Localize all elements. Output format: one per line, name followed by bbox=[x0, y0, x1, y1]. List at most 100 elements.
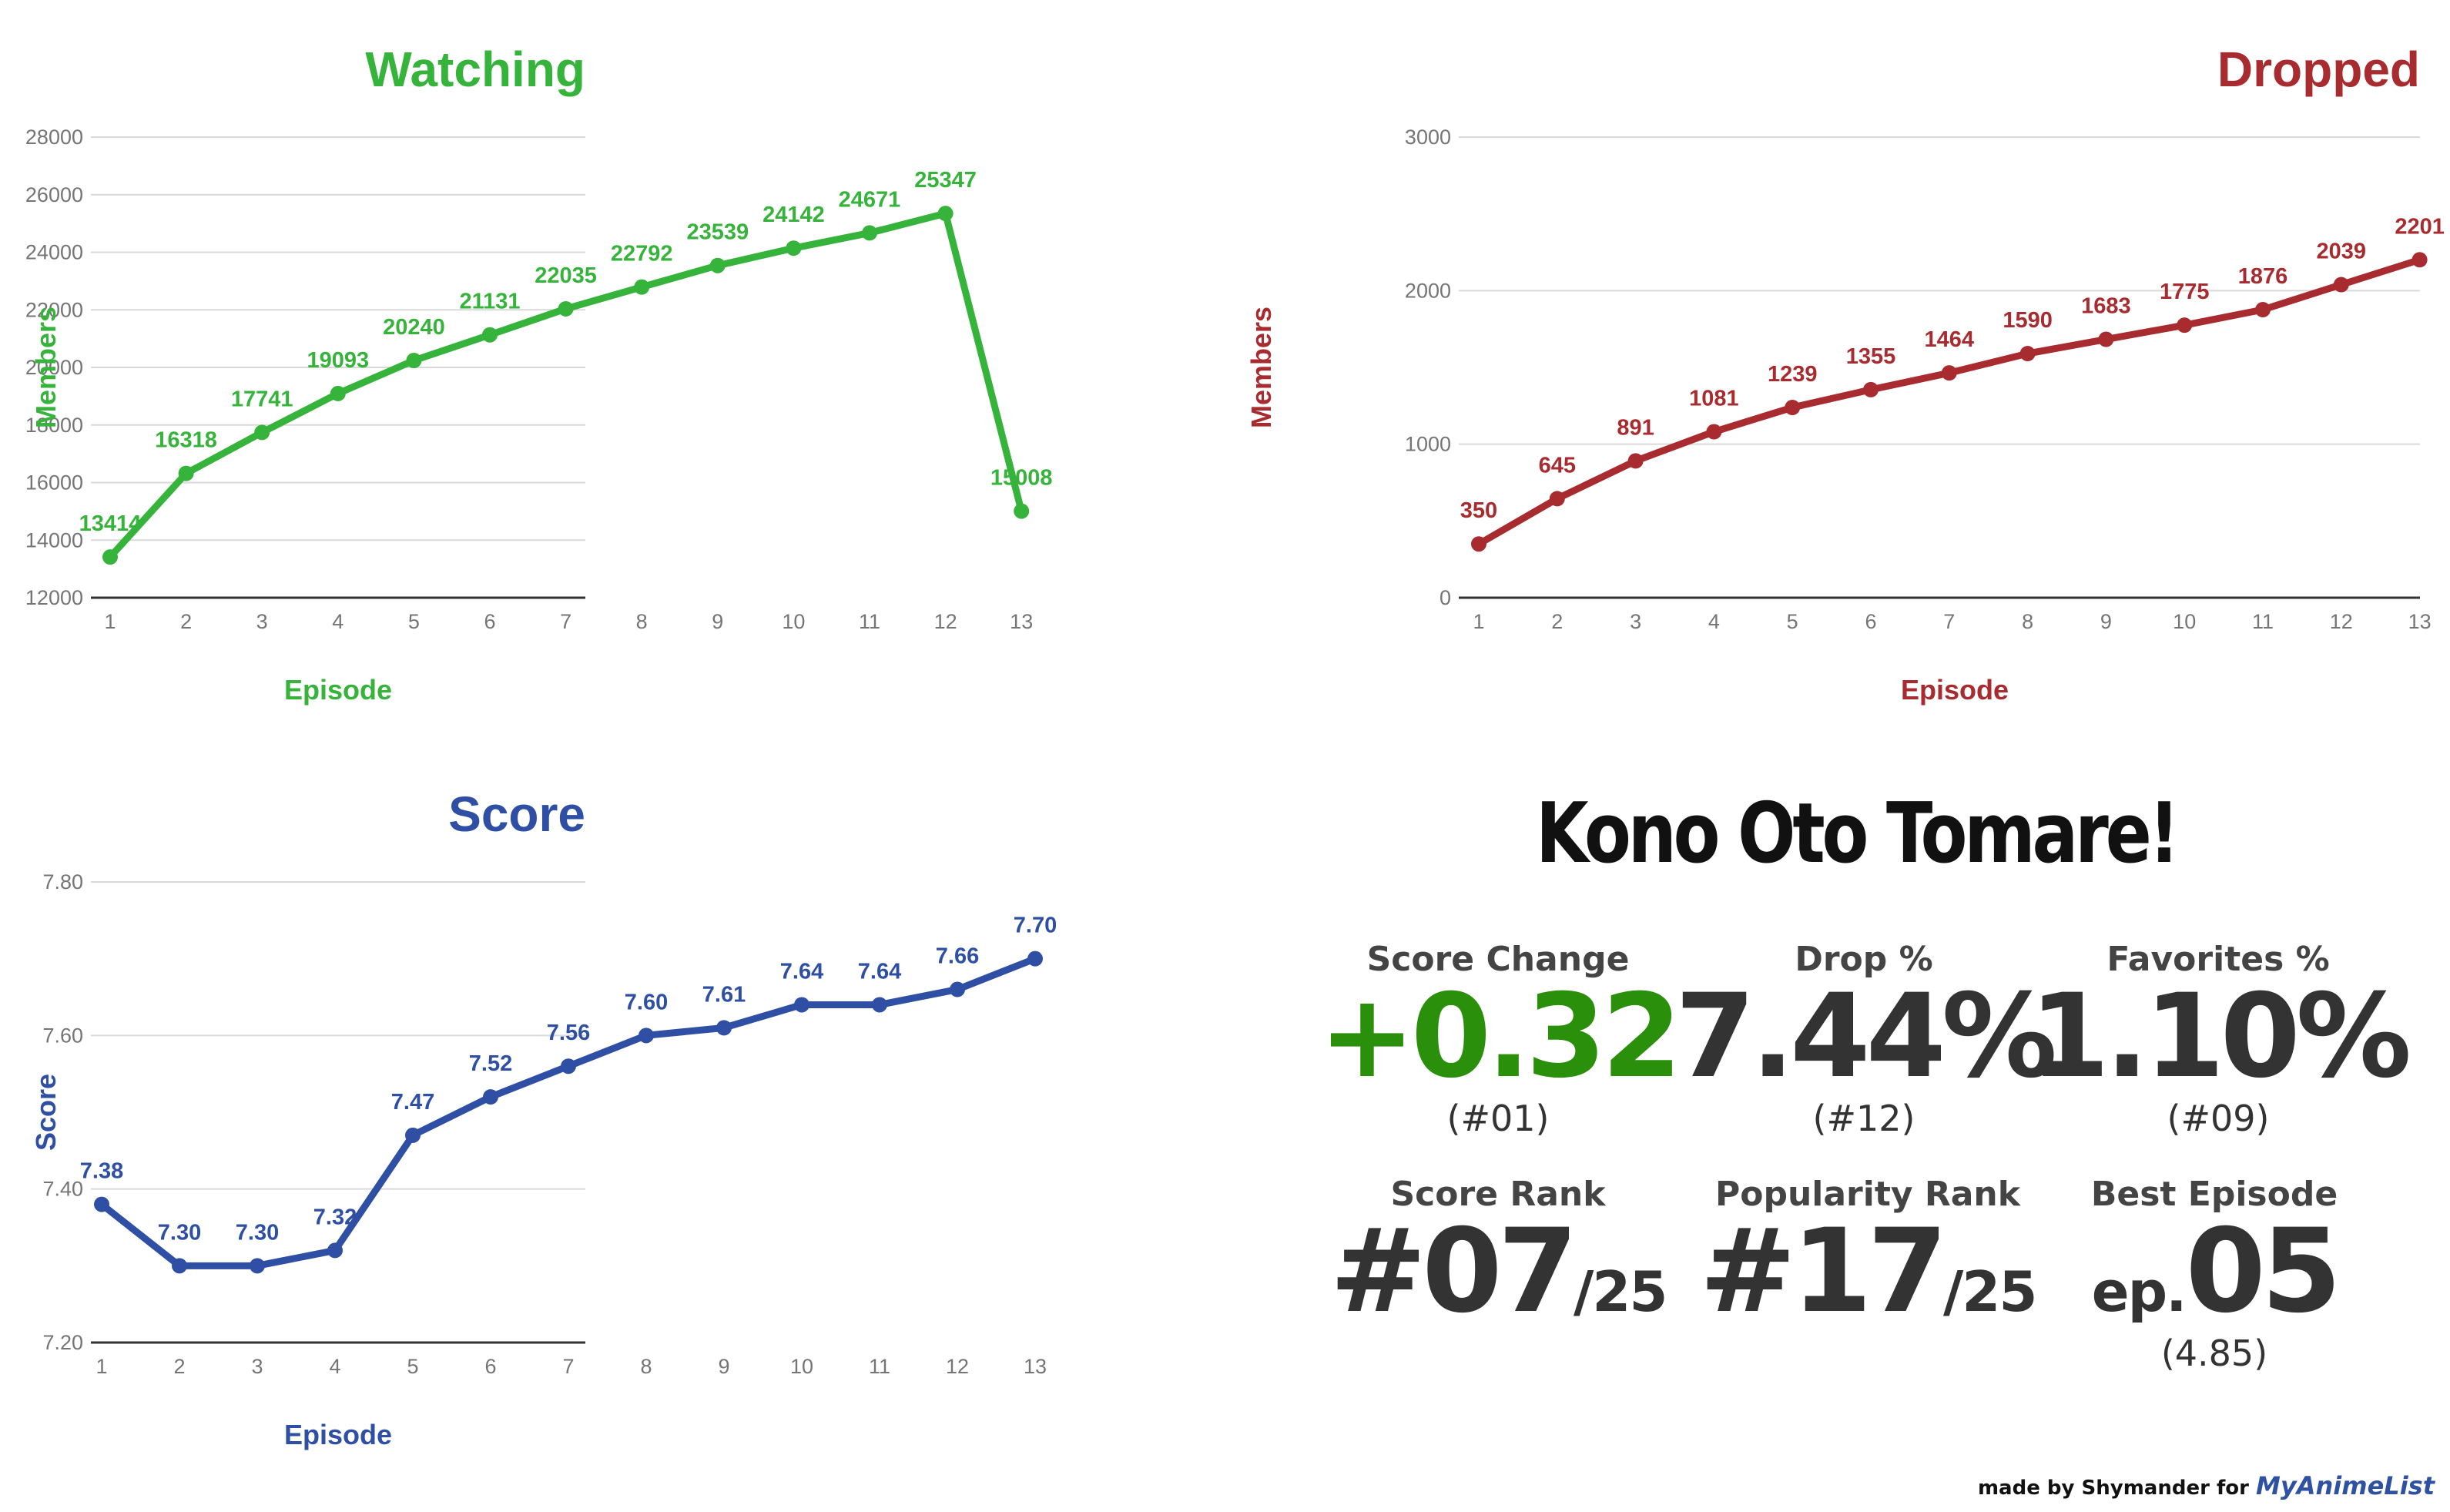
best-episode-label: Best Episode bbox=[2090, 1175, 2338, 1214]
credit: made by Shymander for MyAnimeList bbox=[1978, 1471, 2435, 1500]
data-point bbox=[94, 1196, 109, 1212]
data-label: 2039 bbox=[2317, 240, 2367, 264]
data-label: 7.30 bbox=[158, 1220, 201, 1245]
watching-chart: 12000 14000 16000 18000 20000 22000 24000 26000… bbox=[25, 42, 1053, 706]
best-episode-prefix: ep. bbox=[2091, 1259, 2187, 1324]
data-point bbox=[786, 240, 802, 256]
data-label: 20240 bbox=[383, 315, 445, 340]
best-episode-stat: Best Episode ep.05 (4.85) bbox=[2022, 1175, 2407, 1374]
x-tick-label: 6 bbox=[484, 610, 495, 633]
data-label: 1683 bbox=[2081, 294, 2131, 319]
data-point bbox=[634, 279, 650, 295]
y-tick-label: 7.80 bbox=[42, 870, 83, 893]
x-tick-label: 2 bbox=[1551, 610, 1563, 633]
x-tick-label: 3 bbox=[1630, 610, 1641, 633]
data-point bbox=[561, 1058, 576, 1074]
data-point bbox=[1706, 424, 1722, 440]
x-tick-label: 2 bbox=[180, 610, 192, 633]
x-tick-label: 1 bbox=[96, 1355, 107, 1378]
y-tick-label: 28000 bbox=[25, 126, 83, 149]
chart-title: Score bbox=[448, 786, 585, 842]
data-point bbox=[937, 206, 954, 222]
x-tick-label: 3 bbox=[251, 1355, 263, 1378]
data-point bbox=[709, 257, 726, 273]
score-rank-total: /25 bbox=[1573, 1259, 1667, 1324]
favorites-pct-value: 1.10% bbox=[2029, 970, 2411, 1104]
drop-pct-stat: Drop % 7.44% (#12) bbox=[1671, 940, 2057, 1139]
data-point bbox=[330, 385, 346, 401]
data-point bbox=[483, 1089, 498, 1105]
y-tick-label: 18000 bbox=[25, 414, 83, 437]
data-label: 1239 bbox=[1768, 362, 1818, 387]
favorites-pct-label: Favorites % bbox=[2106, 940, 2330, 979]
myanimelist-logo: MyAnimeList bbox=[2256, 1471, 2435, 1500]
x-tick-label: 6 bbox=[484, 1355, 496, 1378]
data-label: 15008 bbox=[990, 466, 1053, 491]
data-point bbox=[794, 997, 809, 1013]
y-tick-label: 1000 bbox=[1405, 433, 1451, 456]
x-tick-label: 5 bbox=[407, 1355, 418, 1378]
x-tick-label: 9 bbox=[2100, 610, 2112, 633]
data-point bbox=[250, 1258, 265, 1274]
anime-title: Kono Oto Tomare! bbox=[1536, 786, 2180, 882]
data-point bbox=[2411, 252, 2428, 268]
data-point bbox=[172, 1258, 187, 1274]
favorites-pct-rank: (#09) bbox=[2167, 1098, 2270, 1139]
y-tick-label: 24000 bbox=[25, 241, 83, 264]
data-label: 645 bbox=[1539, 453, 1576, 478]
data-point bbox=[862, 225, 877, 241]
data-label: 22035 bbox=[535, 263, 597, 288]
data-point bbox=[406, 353, 422, 369]
best-episode-score: (4.85) bbox=[2160, 1333, 2268, 1374]
data-point bbox=[1941, 365, 1957, 381]
score-change-stat: Score Change +0.32 (#01) bbox=[1305, 940, 1691, 1139]
y-tick-label: 16000 bbox=[25, 471, 83, 495]
data-point bbox=[1785, 400, 1801, 416]
score-change-value: +0.32 bbox=[1319, 970, 1682, 1104]
score-rank-label: Score Rank bbox=[1390, 1175, 1606, 1214]
x-tick-label: 10 bbox=[2173, 610, 2196, 633]
x-tick-label: 13 bbox=[1024, 1355, 1047, 1378]
x-tick-label: 1 bbox=[104, 610, 116, 633]
y-axis-label: Members bbox=[1245, 307, 1277, 428]
data-label: 7.47 bbox=[391, 1090, 434, 1115]
x-tick-label: 9 bbox=[712, 610, 723, 633]
data-label: 7.64 bbox=[780, 959, 823, 984]
score-rank-value: #07 bbox=[1329, 1205, 1578, 1339]
data-point bbox=[1471, 536, 1486, 552]
data-point bbox=[482, 327, 498, 343]
y-tick-label: 7.20 bbox=[42, 1331, 83, 1354]
data-label: 7.61 bbox=[702, 982, 746, 1007]
x-tick-label: 10 bbox=[782, 610, 805, 633]
data-point bbox=[2019, 346, 2036, 362]
y-tick-label: 7.60 bbox=[42, 1024, 83, 1047]
drop-pct-value: 7.44% bbox=[1674, 970, 2057, 1104]
data-point bbox=[2177, 317, 2193, 334]
data-label: 24142 bbox=[762, 203, 825, 227]
data-point bbox=[327, 1242, 343, 1259]
data-label: 1775 bbox=[2160, 280, 2210, 304]
data-point bbox=[254, 424, 270, 441]
data-point bbox=[2255, 302, 2271, 318]
x-tick-label: 12 bbox=[946, 1355, 969, 1378]
x-tick-label: 7 bbox=[1943, 610, 1955, 633]
x-tick-label: 4 bbox=[332, 610, 344, 633]
data-label: 7.32 bbox=[313, 1205, 357, 1229]
x-tick-label: 12 bbox=[934, 610, 957, 633]
data-point bbox=[2098, 331, 2114, 347]
x-tick-label: 11 bbox=[859, 610, 880, 633]
data-label: 1464 bbox=[1925, 327, 1975, 352]
popularity-rank-label: Popularity Rank bbox=[1714, 1175, 2021, 1214]
popularity-rank-value: #17 bbox=[1699, 1205, 1948, 1339]
data-label: 350 bbox=[1460, 498, 1497, 523]
y-tick-label: 3000 bbox=[1405, 126, 1451, 149]
data-label: 1590 bbox=[2003, 308, 2053, 333]
popularity-rank-stat: Popularity Rank #17/25 bbox=[1675, 1175, 2060, 1329]
x-tick-label: 4 bbox=[329, 1355, 340, 1378]
data-point bbox=[2333, 277, 2349, 293]
stats-panel: Kono Oto Tomare! Score Change +0.32 (#01… bbox=[1309, 786, 2411, 1402]
score-rank-stat: Score Rank #07/25 bbox=[1305, 1175, 1691, 1329]
chart-title: Watching bbox=[365, 42, 585, 97]
x-tick-label: 5 bbox=[1787, 610, 1798, 633]
data-label: 7.64 bbox=[858, 959, 901, 984]
